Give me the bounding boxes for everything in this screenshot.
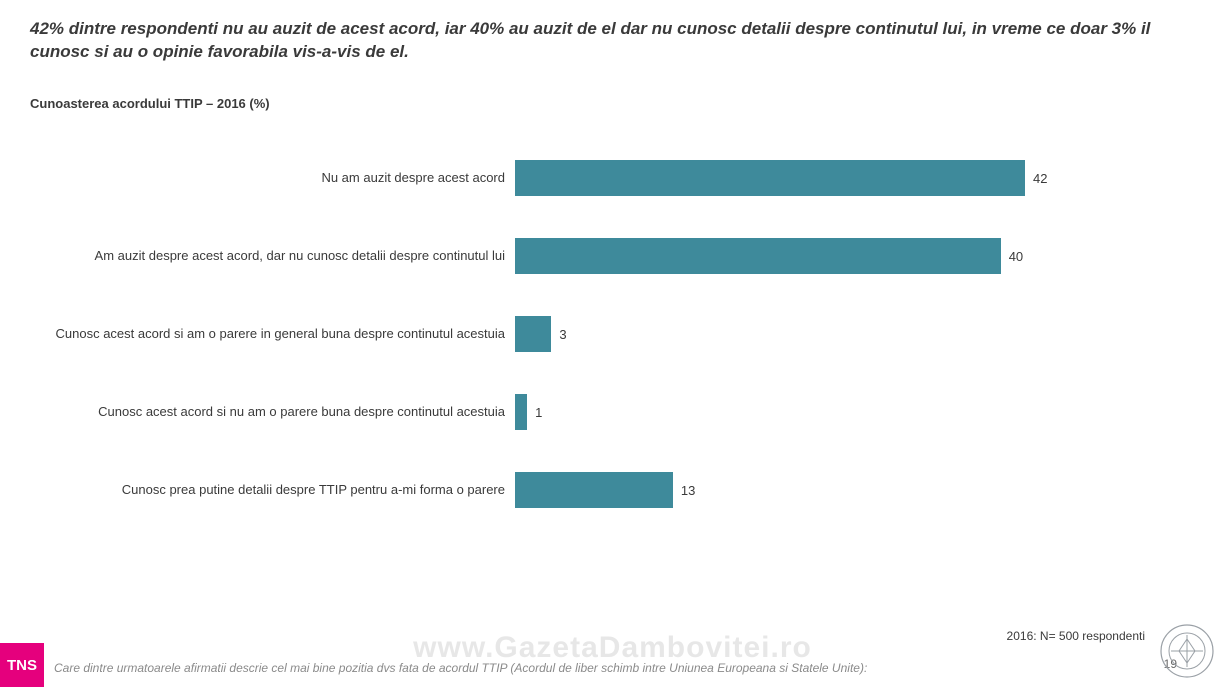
chart-row: Cunosc prea putine detalii despre TTIP p…: [30, 472, 1180, 508]
question-footnote: Care dintre urmatoarele afirmatii descri…: [54, 661, 1064, 675]
bar-area: 40: [515, 238, 1180, 274]
tns-logo-text: TNS: [7, 657, 37, 674]
bar-area: 13: [515, 472, 1180, 508]
bar-area: 42: [515, 160, 1180, 196]
bar: [515, 316, 551, 352]
chart-subtitle: Cunoasterea acordului TTIP – 2016 (%): [30, 96, 1195, 111]
headline-text: 42% dintre respondenti nu au auzit de ac…: [30, 18, 1195, 64]
bar: [515, 238, 1001, 274]
bar-value: 3: [559, 327, 566, 342]
chart-row: Am auzit despre acest acord, dar nu cuno…: [30, 238, 1180, 274]
bar: [515, 472, 673, 508]
bar-label: Cunosc acest acord si am o parere in gen…: [30, 326, 515, 342]
bar-value: 13: [681, 483, 695, 498]
bar-area: 3: [515, 316, 1180, 352]
bar-label: Am auzit despre acest acord, dar nu cuno…: [30, 248, 515, 264]
chart-row: Cunosc acest acord si am o parere in gen…: [30, 316, 1180, 352]
chart-row: Cunosc acest acord si nu am o parere bun…: [30, 394, 1180, 430]
bar-value: 40: [1009, 249, 1023, 264]
bar-chart: Nu am auzit despre acest acord 42 Am auzit…: [30, 160, 1180, 508]
bar: [515, 160, 1025, 196]
bar-label: Nu am auzit despre acest acord: [30, 170, 515, 186]
bar-label: Cunosc acest acord si nu am o parere bun…: [30, 404, 515, 420]
chart-row: Nu am auzit despre acest acord 42: [30, 160, 1180, 196]
bar-label: Cunosc prea putine detalii despre TTIP p…: [30, 482, 515, 498]
bar-area: 1: [515, 394, 1180, 430]
sample-note: 2016: N= 500 respondenti: [1007, 629, 1145, 643]
bar: [515, 394, 527, 430]
tns-logo: TNS: [0, 643, 44, 687]
watermark-text: www.GazetaDambovitei.ro: [413, 631, 812, 665]
bar-value: 42: [1033, 171, 1047, 186]
bar-value: 1: [535, 405, 542, 420]
seal-icon: [1159, 623, 1215, 679]
